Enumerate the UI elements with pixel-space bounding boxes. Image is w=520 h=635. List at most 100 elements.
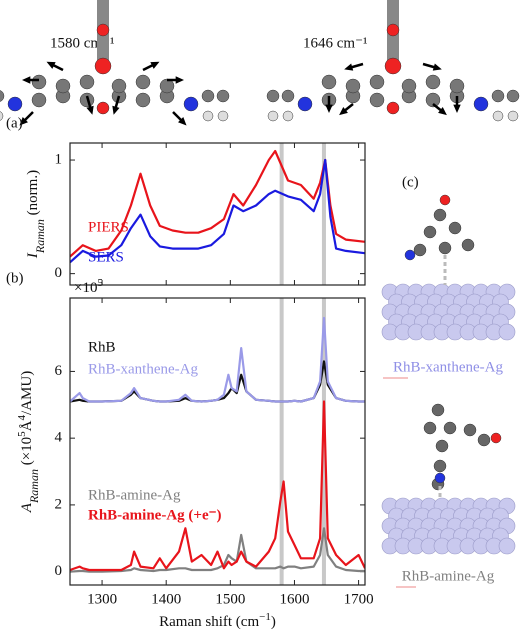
scale-factor-part: ×10 — [74, 280, 97, 296]
x-axis-title-part: ) — [271, 614, 276, 630]
scale-factor: ×105 — [74, 277, 103, 297]
atom — [443, 421, 457, 435]
mode-arrow-head — [178, 117, 187, 126]
y-axis-title-part: Raman — [33, 219, 47, 254]
atom — [492, 110, 504, 122]
y-tick-label: 0 — [55, 265, 63, 281]
atom — [423, 225, 437, 239]
atom — [79, 74, 95, 90]
plot: 0 2 4 6 1300 1400 1500 1600 1700 RhB RhB-xanthene-… — [6, 270, 374, 630]
atom — [404, 249, 416, 261]
atom — [439, 194, 451, 206]
atom — [94, 57, 112, 75]
mode-arrow-head — [150, 61, 160, 69]
atom — [345, 78, 361, 94]
structure-label: RhB-amine-Ag — [402, 568, 495, 584]
atom — [434, 472, 446, 484]
y-axis-title-part: (norm.) — [25, 170, 41, 219]
legend-label: RhB-xanthene-Ag — [88, 361, 198, 377]
plot-frame — [69, 142, 366, 286]
spectrum-line — [70, 158, 365, 264]
panel-label: (a) — [6, 115, 23, 131]
atom — [413, 243, 427, 257]
plot: 0 1 PIERS SERS (a) IRaman (norm.) — [6, 115, 366, 286]
atom — [473, 96, 489, 112]
atom — [201, 89, 215, 103]
panel-label: (c) — [402, 174, 419, 190]
atom — [266, 89, 280, 103]
x-tick-label: 1700 — [344, 591, 374, 607]
mode-label: 1646 cm⁻¹ — [303, 35, 368, 51]
y-axis-title-part: (×10 — [19, 437, 35, 469]
atom — [267, 110, 279, 122]
y-axis-title-part: /AMU) — [19, 371, 35, 415]
x-axis-title-part: Raman shift (cm — [159, 614, 259, 630]
atom — [7, 96, 23, 112]
mode-arrow-head — [339, 107, 348, 116]
atom — [431, 403, 445, 417]
mode-arrow-head — [22, 76, 31, 84]
atom — [461, 238, 475, 252]
x-axis-title: Raman shift (cm−1) — [159, 611, 276, 631]
atom — [490, 432, 502, 444]
spectrum-line — [70, 527, 365, 573]
y-axis-title-part: A — [19, 502, 35, 513]
spectrum-line — [70, 400, 365, 572]
x-tick-label: 1300 — [87, 591, 117, 607]
plot-frame — [69, 297, 366, 586]
atom — [433, 208, 447, 222]
atom — [449, 78, 465, 94]
atom — [135, 92, 151, 108]
atom — [463, 423, 477, 437]
atom — [31, 92, 47, 108]
legend-label: PIERS — [88, 219, 129, 235]
y-axis-title: IRaman (norm.) — [25, 170, 46, 259]
y-axis-title-part: Å — [19, 420, 35, 431]
y-axis-title: ARaman (×105Å4/AMU) — [16, 371, 41, 513]
mode-arrow-head — [453, 104, 461, 113]
atom — [135, 74, 151, 90]
scale-factor-part: 5 — [97, 277, 103, 289]
atom — [217, 110, 229, 122]
atom — [96, 101, 110, 115]
y-axis-title-part: I — [25, 252, 41, 259]
atom — [386, 101, 400, 115]
legend-label: SERS — [88, 249, 124, 265]
ag-atom — [498, 537, 516, 555]
y-axis-title-part: 5 — [16, 431, 28, 437]
x-axis-title-part: −1 — [259, 611, 271, 623]
panel-label: (b) — [6, 270, 24, 286]
atom — [401, 78, 417, 94]
y-tick-label: 1 — [55, 151, 63, 167]
legend-label: RhB-amine-Ag — [88, 487, 181, 503]
atom — [507, 110, 519, 122]
mode-arrow-head — [175, 76, 184, 84]
atom — [281, 89, 295, 103]
atom — [183, 96, 199, 112]
atom — [491, 89, 505, 103]
x-tick-label: 1600 — [279, 591, 309, 607]
legend-label: RhB — [88, 339, 116, 355]
y-axis-title-part: Raman — [27, 469, 41, 504]
atom — [96, 23, 110, 37]
mode-arrow-head — [325, 104, 333, 113]
atom — [111, 78, 127, 94]
atom — [321, 74, 337, 90]
atom — [433, 459, 447, 473]
mode-arrow-head — [86, 105, 94, 115]
atom — [386, 23, 400, 37]
atom — [477, 433, 491, 447]
atom — [202, 110, 214, 122]
atom — [0, 90, 5, 102]
atom — [297, 96, 313, 112]
mode-arrow-head — [112, 105, 120, 115]
atom — [384, 57, 402, 75]
atom — [369, 74, 385, 90]
y-tick-label: 2 — [55, 496, 63, 512]
atom — [216, 89, 230, 103]
mode-arrow-head — [19, 117, 28, 126]
y-tick-label: 6 — [55, 363, 63, 379]
x-tick-label: 1400 — [151, 591, 181, 607]
atom — [31, 74, 47, 90]
